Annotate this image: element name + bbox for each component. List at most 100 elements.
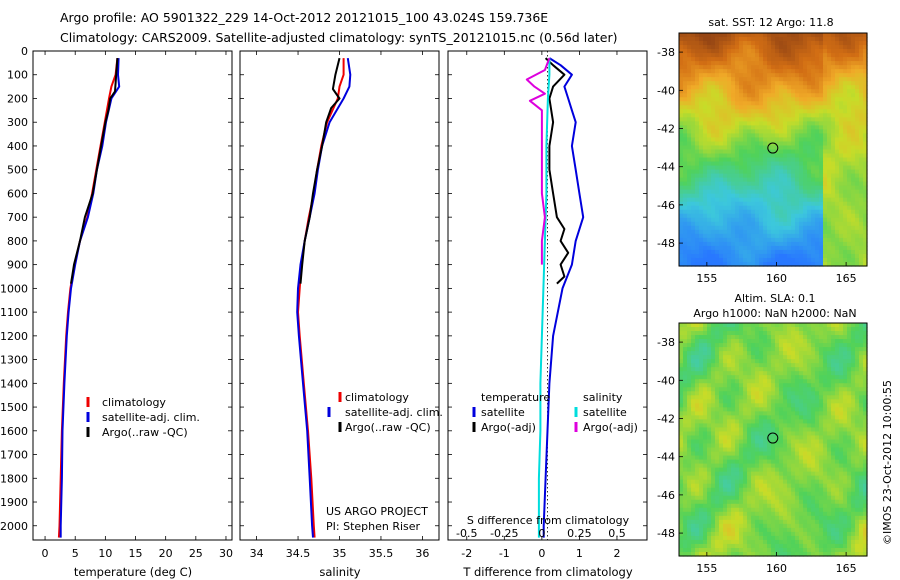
s-tick-label: -0.25 — [490, 527, 518, 540]
heatmap-cell — [823, 249, 828, 255]
heatmap-cell — [739, 375, 744, 380]
heatmap-cell — [695, 33, 700, 38]
heatmap-cell — [803, 415, 808, 421]
heatmap-cell — [815, 327, 820, 332]
heatmap-cell — [803, 253, 808, 259]
heatmap-cell — [863, 165, 868, 171]
heatmap-cell — [763, 61, 768, 66]
heatmap-cell — [767, 491, 772, 497]
heatmap-cell — [735, 395, 740, 400]
heatmap-cell — [843, 89, 848, 94]
heatmap-cell — [851, 427, 856, 433]
heatmap-cell — [795, 443, 800, 449]
heatmap-cell — [835, 355, 840, 360]
heatmap-cell — [723, 261, 728, 267]
heatmap-cell — [727, 185, 732, 191]
heatmap-cell — [819, 53, 824, 58]
heatmap-cell — [791, 149, 796, 155]
heatmap-cell — [803, 399, 808, 404]
heatmap-cell — [811, 189, 816, 195]
heatmap-cell — [791, 435, 796, 441]
heatmap-cell — [791, 447, 796, 453]
heatmap-cell — [807, 97, 812, 102]
heatmap-cell — [855, 411, 860, 416]
heatmap-cell — [759, 193, 764, 199]
heatmap-cell — [855, 435, 860, 441]
heatmap-cell — [747, 335, 752, 340]
heatmap-cell — [847, 173, 852, 179]
heatmap-cell — [835, 363, 840, 368]
heatmap-cell — [807, 37, 812, 42]
heatmap-cell — [807, 375, 812, 380]
heatmap-cell — [783, 101, 788, 106]
heatmap-cell — [811, 125, 816, 131]
heatmap-cell — [751, 145, 756, 151]
heatmap-cell — [731, 257, 736, 263]
heatmap-cell — [783, 165, 788, 171]
heatmap-cell — [763, 69, 768, 74]
heatmap-cell — [783, 209, 788, 215]
heatmap-cell — [815, 371, 820, 376]
heatmap-cell — [851, 77, 856, 82]
header-line2: Climatology: CARS2009. Satellite-adjuste… — [60, 30, 617, 45]
heatmap-cell — [683, 419, 688, 425]
heatmap-cell — [719, 471, 724, 477]
heatmap-cell — [855, 185, 860, 191]
heatmap-cell — [835, 173, 840, 179]
heatmap-cell — [815, 157, 820, 163]
heatmap-cell — [771, 257, 776, 263]
heatmap-cell — [827, 475, 832, 481]
heatmap-cell — [819, 121, 824, 126]
heatmap-cell — [775, 189, 780, 195]
heatmap-cell — [803, 177, 808, 183]
heatmap-cell — [751, 483, 756, 489]
heatmap-cell — [719, 343, 724, 348]
heatmap-cell — [763, 57, 768, 62]
heatmap-cell — [819, 169, 824, 175]
heatmap-cell — [691, 403, 696, 408]
heatmap-cell — [763, 129, 768, 135]
heatmap-cell — [719, 237, 724, 243]
heatmap-cell — [807, 431, 812, 437]
heatmap-cell — [735, 355, 740, 360]
heatmap-cell — [763, 77, 768, 82]
heatmap-cell — [711, 323, 716, 328]
heatmap-cell — [823, 411, 828, 416]
heatmap-cell — [855, 117, 860, 122]
series-line-satellite-adj-clim- — [296, 57, 352, 538]
heatmap-cell — [843, 355, 848, 360]
heatmap-cell — [691, 249, 696, 255]
heatmap-cell — [839, 121, 844, 126]
heatmap-cell — [839, 379, 844, 384]
heatmap-cell — [743, 213, 748, 219]
heatmap-cell — [827, 387, 832, 392]
heatmap-cell — [739, 367, 744, 372]
heatmap-cell — [747, 455, 752, 461]
heatmap-cell — [763, 229, 768, 235]
heatmap-cell — [779, 105, 784, 110]
heatmap-cell — [855, 253, 860, 259]
heatmap-cell — [767, 153, 772, 159]
heatmap-cell — [835, 125, 840, 131]
heatmap-cell — [803, 213, 808, 219]
heatmap-cell — [715, 165, 720, 171]
heatmap-cell — [691, 431, 696, 437]
heatmap-cell — [843, 37, 848, 42]
heatmap-cell — [715, 49, 720, 54]
heatmap-cell — [695, 161, 700, 167]
heatmap-cell — [719, 81, 724, 86]
heatmap-cell — [691, 49, 696, 54]
heatmap-cell — [831, 201, 836, 207]
heatmap-cell — [779, 137, 784, 143]
heatmap-cell — [687, 355, 692, 360]
heatmap-cell — [755, 411, 760, 416]
heatmap-cell — [723, 253, 728, 259]
heatmap-cell — [779, 45, 784, 50]
heatmap-cell — [779, 141, 784, 147]
heatmap-cell — [835, 33, 840, 38]
heatmap-cell — [683, 363, 688, 368]
heatmap-cell — [703, 141, 708, 147]
x-tick-label: -1 — [499, 547, 510, 560]
heatmap-cell — [763, 37, 768, 42]
heatmap-cell — [855, 57, 860, 62]
